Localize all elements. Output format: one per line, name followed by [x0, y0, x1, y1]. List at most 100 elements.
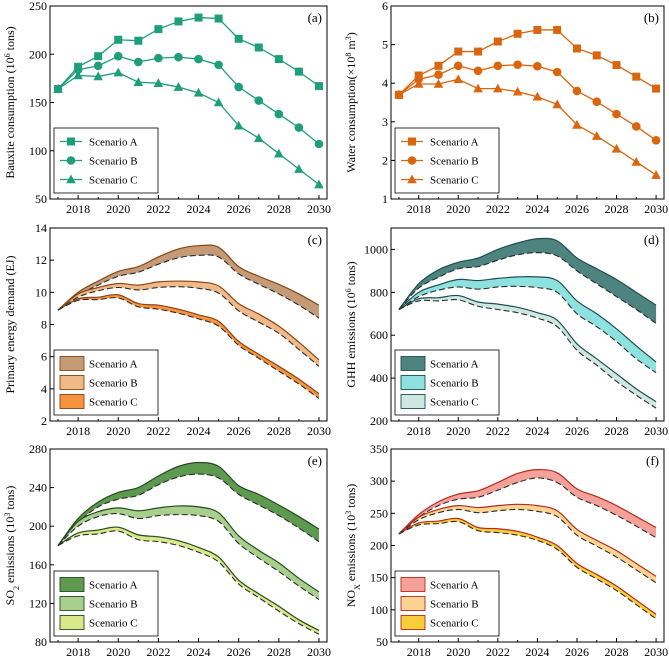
y-tick-label: 200 — [370, 414, 388, 428]
legend-label: Scenario A — [430, 580, 479, 592]
x-tick-label: 2020 — [106, 424, 130, 438]
plot-area — [53, 13, 324, 189]
band-area — [398, 238, 657, 324]
x-tick-label: 2024 — [187, 424, 211, 438]
data-point — [193, 87, 204, 97]
x-tick-label: 2022 — [486, 202, 510, 216]
x-tick-label: 2024 — [187, 645, 211, 659]
data-point — [134, 57, 143, 67]
band-upper-line — [57, 505, 320, 593]
x-tick-label: 2026 — [227, 424, 251, 438]
plot-area — [57, 461, 320, 635]
legend-label: Scenario B — [89, 156, 138, 168]
y-tick-label: 200 — [370, 539, 388, 553]
y-axis-label: Bauxite consumption (106 tons) — [3, 26, 18, 178]
x-tick-label: 2030 — [644, 202, 668, 216]
band-area — [58, 245, 319, 319]
legend-label: Scenario C — [430, 618, 479, 630]
data-point — [153, 78, 164, 87]
x-tick-label: 2030 — [644, 424, 668, 438]
y-tick-label: 600 — [370, 328, 388, 342]
data-point — [394, 89, 404, 99]
panel-c: 2 4 6 8 10 12 14 2018 2020 2022 2024 2026 2028 2030 (c… — [3, 221, 331, 438]
legend: Scenario A Scenario B Scenario C — [394, 570, 500, 637]
data-point — [612, 61, 621, 70]
legend-swatch — [59, 375, 85, 390]
y-axis-label: SO2 emissions (103 tons) — [3, 486, 21, 606]
x-tick-label: 2028 — [605, 202, 629, 216]
panel-label: (b) — [644, 10, 659, 25]
y-tick-label: 100 — [370, 603, 388, 617]
band-lower-line — [57, 254, 320, 319]
data-point — [73, 70, 83, 80]
data-point — [253, 133, 264, 143]
y-tick-label: 100 — [29, 144, 47, 158]
data-point — [493, 37, 502, 46]
y-tick-label: 80 — [35, 635, 47, 649]
legend: Scenario A Scenario B Scenario C — [394, 349, 500, 416]
x-tick-label: 2026 — [565, 645, 589, 659]
data-point — [314, 139, 324, 149]
y-tick-label: 280 — [29, 442, 47, 456]
legend-label: Scenario B — [430, 156, 479, 168]
plot-area — [398, 468, 657, 620]
band-area — [398, 276, 657, 373]
legend-marker — [66, 156, 76, 165]
data-point — [513, 60, 522, 69]
x-tick-label: 2028 — [267, 424, 291, 438]
band-upper-line — [57, 280, 320, 361]
data-point — [174, 17, 183, 26]
x-tick-label: 2028 — [605, 424, 629, 438]
y-tick-label: 150 — [29, 96, 47, 110]
data-point — [532, 91, 543, 101]
legend-label: Scenario A — [89, 137, 138, 149]
band-lower-line — [398, 508, 657, 584]
y-tick-label: 6 — [41, 350, 47, 364]
band-upper-line — [398, 517, 657, 615]
x-tick-label: 2018 — [66, 645, 90, 659]
band-lower-line — [57, 297, 320, 399]
band-lower-line — [398, 520, 657, 620]
data-point — [174, 52, 183, 62]
x-tick-label: 2022 — [146, 202, 170, 216]
band-lower-line — [398, 299, 657, 409]
y-tick-label: 350 — [370, 442, 388, 456]
y-tick-label: 300 — [370, 474, 388, 488]
x-tick-label: 2024 — [187, 202, 211, 216]
data-point — [213, 97, 224, 107]
y-axis-label: Primary energy demand (EJ) — [3, 255, 17, 393]
data-point — [214, 14, 223, 23]
data-point — [434, 61, 443, 70]
legend-swatch — [59, 596, 85, 611]
legend-marker — [66, 174, 76, 184]
y-tick-label: 150 — [370, 571, 388, 585]
data-point — [592, 51, 601, 60]
plot-area — [57, 244, 320, 399]
data-point — [73, 65, 83, 74]
panel-a: 50 100 150 200 250 2018 2020 2022 2024 2026 2028 20… — [3, 0, 331, 216]
x-tick-label: 2026 — [227, 202, 251, 216]
band-area — [58, 281, 319, 367]
data-point — [294, 123, 304, 132]
y-tick-label: 250 — [370, 506, 388, 520]
data-point — [53, 83, 63, 93]
data-point — [473, 83, 483, 93]
panel-label: (d) — [644, 232, 659, 247]
plot-frame — [49, 448, 328, 643]
y-tick-label: 120 — [29, 596, 47, 610]
x-tick-label: 2024 — [525, 645, 549, 659]
data-point — [114, 35, 123, 44]
data-point — [474, 47, 483, 56]
y-tick-label: 800 — [370, 285, 388, 299]
legend-label: Scenario B — [89, 378, 138, 390]
data-point — [453, 74, 464, 84]
data-point — [234, 82, 243, 92]
y-axis-label: Water consumption(×108 m3) — [344, 32, 359, 172]
data-point — [133, 77, 144, 87]
legend-swatch — [400, 596, 426, 611]
band-upper-line — [57, 461, 320, 546]
x-tick-label: 2018 — [407, 202, 431, 216]
band-lower-line — [398, 252, 657, 324]
data-point — [513, 29, 522, 38]
legend-swatch — [400, 577, 426, 592]
